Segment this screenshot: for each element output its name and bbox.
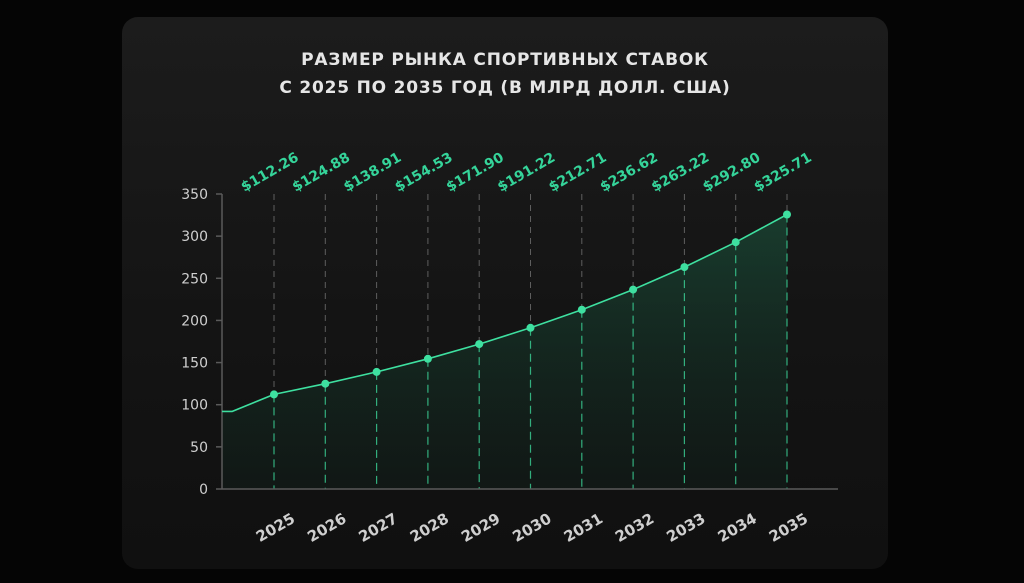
data-point-2027 [372, 367, 381, 376]
value-label-2027: $138.91 [341, 150, 404, 196]
y-tick-label: 200 [181, 313, 208, 329]
x-tick-label-2033: 2033 [663, 509, 708, 545]
data-points-layer [270, 210, 791, 399]
x-tick-label-2030: 2030 [509, 509, 554, 545]
value-label-2029: $171.90 [444, 150, 507, 196]
data-point-2026 [321, 379, 330, 388]
value-label-2028: $154.53 [392, 150, 455, 196]
data-point-2032 [629, 285, 638, 294]
x-tick-label-2032: 2032 [612, 509, 657, 545]
data-point-2031 [577, 305, 586, 314]
x-tick-label-2029: 2029 [458, 509, 503, 545]
data-point-2033 [680, 263, 689, 272]
value-label-2033: $263.22 [649, 150, 712, 196]
value-label-2031: $212.71 [546, 150, 609, 196]
value-label-2032: $236.62 [597, 150, 660, 196]
y-tick-labels-layer: 0 50 100 150 200 250 300 350 [181, 187, 208, 498]
y-tick-label: 0 [199, 482, 208, 498]
x-tick-label-2025: 2025 [253, 509, 298, 545]
y-tick-label: 350 [181, 187, 208, 203]
y-tick-label: 150 [181, 356, 208, 372]
y-tick-label: 300 [181, 229, 208, 245]
area-fill-layer [222, 214, 787, 489]
axes-layer [216, 193, 838, 490]
area-fill [222, 214, 787, 489]
data-point-2030 [526, 323, 535, 332]
y-tick-label: 50 [190, 440, 208, 456]
value-labels-layer: $112.26$124.88$138.91$154.53$171.90$191.… [238, 150, 814, 196]
value-label-2026: $124.88 [290, 150, 353, 196]
x-tick-label-2031: 2031 [561, 509, 606, 545]
x-tick-label-2035: 2035 [766, 509, 811, 545]
y-tick-label: 100 [181, 398, 208, 414]
chart-title-line-1: РАЗМЕР РЫНКА СПОРТИВНЫХ СТАВОК [301, 50, 709, 70]
chart-title: РАЗМЕР РЫНКА СПОРТИВНЫХ СТАВОК С 2025 ПО… [122, 46, 888, 102]
data-point-2028 [423, 354, 432, 363]
value-label-2035: $325.71 [751, 150, 814, 196]
x-tick-label-2028: 2028 [407, 509, 452, 545]
data-point-2025 [270, 390, 278, 399]
value-label-2030: $191.22 [495, 150, 558, 196]
guide-lines-layer [273, 194, 788, 489]
x-tick-labels-layer: 2025 2026 2027 2028 2029 2030 2031 2032 2033 2034… [253, 509, 811, 545]
value-label-2034: $292.80 [700, 150, 763, 196]
x-tick-label-2026: 2026 [304, 509, 349, 545]
chart-title-line-2: С 2025 ПО 2035 ГОД (В МЛРД ДОЛЛ. США) [279, 78, 731, 98]
data-point-2034 [731, 238, 740, 247]
x-tick-label-2027: 2027 [356, 509, 401, 545]
value-label-2025: $112.26 [238, 150, 301, 196]
x-tick-label-2034: 2034 [715, 509, 760, 545]
data-point-2029 [475, 340, 484, 349]
data-point-2035 [783, 210, 791, 219]
y-tick-label: 250 [181, 271, 208, 287]
